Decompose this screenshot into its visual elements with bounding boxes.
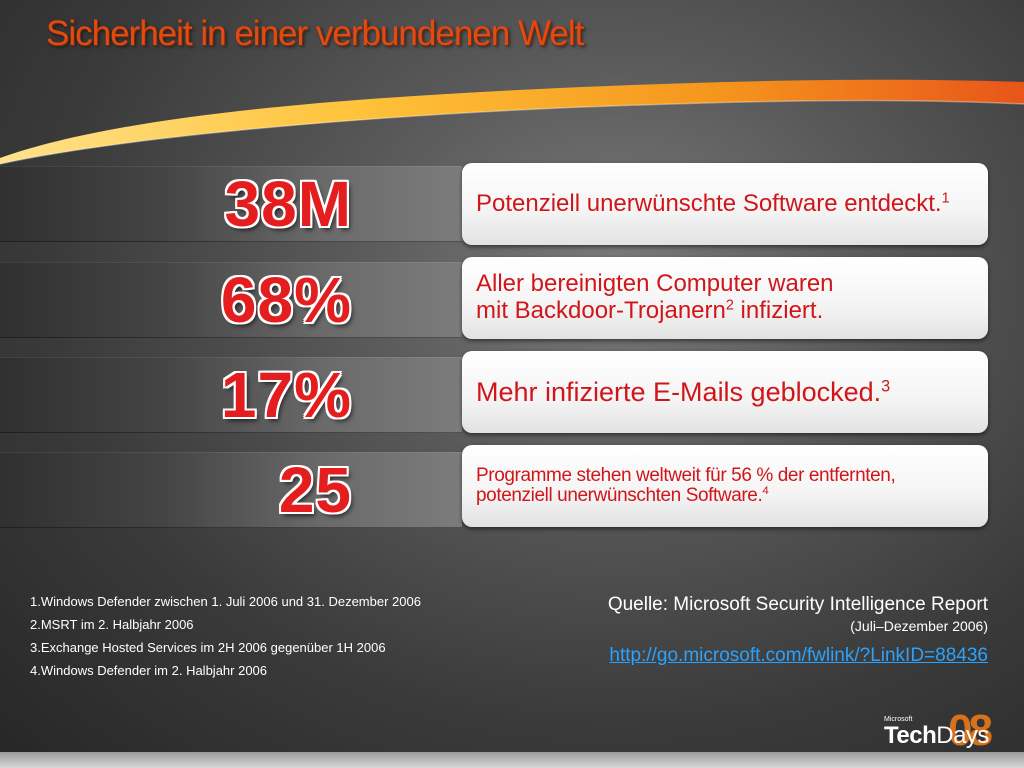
logo-brand: Microsoft: [884, 716, 913, 723]
footnotes-list: 1.Windows Defender zwischen 1. Juli 2006…: [30, 595, 421, 687]
stat-card-4: Programme stehen weltweit für 56 % der e…: [462, 445, 988, 527]
footnote-ref-1: 1: [941, 189, 950, 206]
stat-description-3: Mehr infizierte E-Mails geblocked.3: [476, 376, 891, 407]
stat-card-1: Potenziell unerwünschte Software entdeck…: [462, 163, 988, 245]
logo-year: 08: [948, 706, 993, 755]
footnote-ref-4: 4: [762, 485, 769, 498]
stat-description-2: Aller bereinigten Computer waren mit Bac…: [476, 270, 834, 324]
source-label: Quelle: Microsoft Security Intelligence …: [607, 594, 988, 615]
techdays-logo: 08 Microsoft TechDays: [880, 706, 1020, 755]
stat-band-2: 68%: [0, 262, 462, 338]
stat-value-2: 68%: [220, 264, 352, 336]
footnote-item: 2.MSRT im 2. Halbjahr 2006: [30, 617, 194, 632]
stat-description-4: Programme stehen weltweit für 56 % der e…: [476, 465, 896, 506]
stat-card-2: Aller bereinigten Computer waren mit Bac…: [462, 257, 988, 339]
slide-title: Sicherheit in einer verbundenen Welt: [46, 14, 584, 53]
stat-band-1: 38M: [0, 166, 462, 242]
source-period: (Juli–Dezember 2006): [850, 618, 988, 634]
footnote-ref-2: 2: [725, 297, 734, 314]
stat-description-1: Potenziell unerwünschte Software entdeck…: [476, 189, 950, 217]
bottom-strip: [0, 752, 1024, 768]
stat-value-1: 38M: [224, 168, 352, 240]
stat-value-4: 25: [278, 454, 352, 526]
footnote-item: 3.Exchange Hosted Services im 2H 2006 ge…: [30, 640, 386, 655]
stat-value-3: 17%: [220, 359, 352, 431]
stat-card-3: Mehr infizierte E-Mails geblocked.3: [462, 351, 988, 433]
stat-band-4: 25: [0, 452, 462, 528]
orange-swoosh-decoration: [0, 79, 1024, 165]
source-link[interactable]: http://go.microsoft.com/fwlink/?LinkID=8…: [609, 645, 988, 666]
logo-name: TechDays: [884, 722, 989, 749]
footnote-ref-3: 3: [881, 377, 891, 396]
footnote-item: 4.Windows Defender im 2. Halbjahr 2006: [30, 663, 268, 678]
footnote-item: 1.Windows Defender zwischen 1. Juli 2006…: [30, 594, 421, 609]
source-block: Quelle: Microsoft Security Intelligence …: [608, 593, 988, 667]
stat-band-3: 17%: [0, 357, 462, 433]
